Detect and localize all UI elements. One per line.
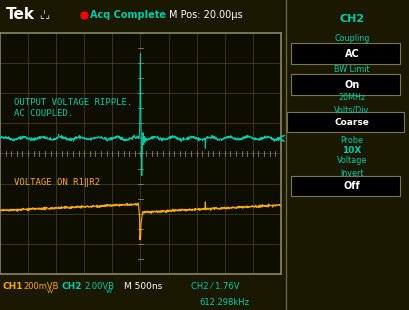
- Text: M Pos: 20.00μs: M Pos: 20.00μs: [168, 10, 242, 20]
- Text: Tek: Tek: [6, 7, 34, 22]
- Text: CH2 ⁄ 1.76V: CH2 ⁄ 1.76V: [191, 282, 239, 291]
- Text: OUTPUT VOLTAGE RIPPLE.
AC COUPLED.: OUTPUT VOLTAGE RIPPLE. AC COUPLED.: [14, 98, 132, 118]
- Text: 200mVB: 200mVB: [24, 282, 59, 291]
- Text: 612.298kHz: 612.298kHz: [199, 298, 249, 307]
- Text: 2.00VB: 2.00VB: [84, 282, 114, 291]
- Text: ⌞ᴵ⌟: ⌞ᴵ⌟: [39, 10, 50, 20]
- FancyBboxPatch shape: [290, 176, 399, 196]
- Text: W: W: [105, 289, 111, 294]
- Text: CH1: CH1: [3, 282, 23, 291]
- Text: Off: Off: [343, 181, 360, 191]
- Text: Acq Complete: Acq Complete: [90, 10, 166, 20]
- Text: Coarse: Coarse: [334, 118, 369, 127]
- Text: Voltage: Voltage: [336, 156, 366, 165]
- Text: M 500ns: M 500ns: [123, 282, 162, 291]
- Text: Invert: Invert: [339, 169, 363, 178]
- Text: Volts/Div: Volts/Div: [333, 105, 369, 115]
- Text: 10X: 10X: [342, 146, 361, 155]
- Text: CH2: CH2: [62, 282, 82, 291]
- Text: Coupling: Coupling: [333, 34, 369, 43]
- Text: AC: AC: [344, 49, 358, 59]
- Text: VOLTAGE ON R1‖R2: VOLTAGE ON R1‖R2: [14, 178, 100, 187]
- FancyBboxPatch shape: [290, 43, 399, 64]
- Text: CH2: CH2: [339, 14, 364, 24]
- FancyBboxPatch shape: [286, 112, 403, 132]
- Text: BW Limit: BW Limit: [333, 65, 369, 74]
- Text: On: On: [344, 80, 359, 90]
- Text: W: W: [46, 289, 52, 294]
- Text: 20MHz: 20MHz: [337, 93, 364, 102]
- FancyBboxPatch shape: [290, 74, 399, 95]
- Text: Probe: Probe: [339, 135, 362, 145]
